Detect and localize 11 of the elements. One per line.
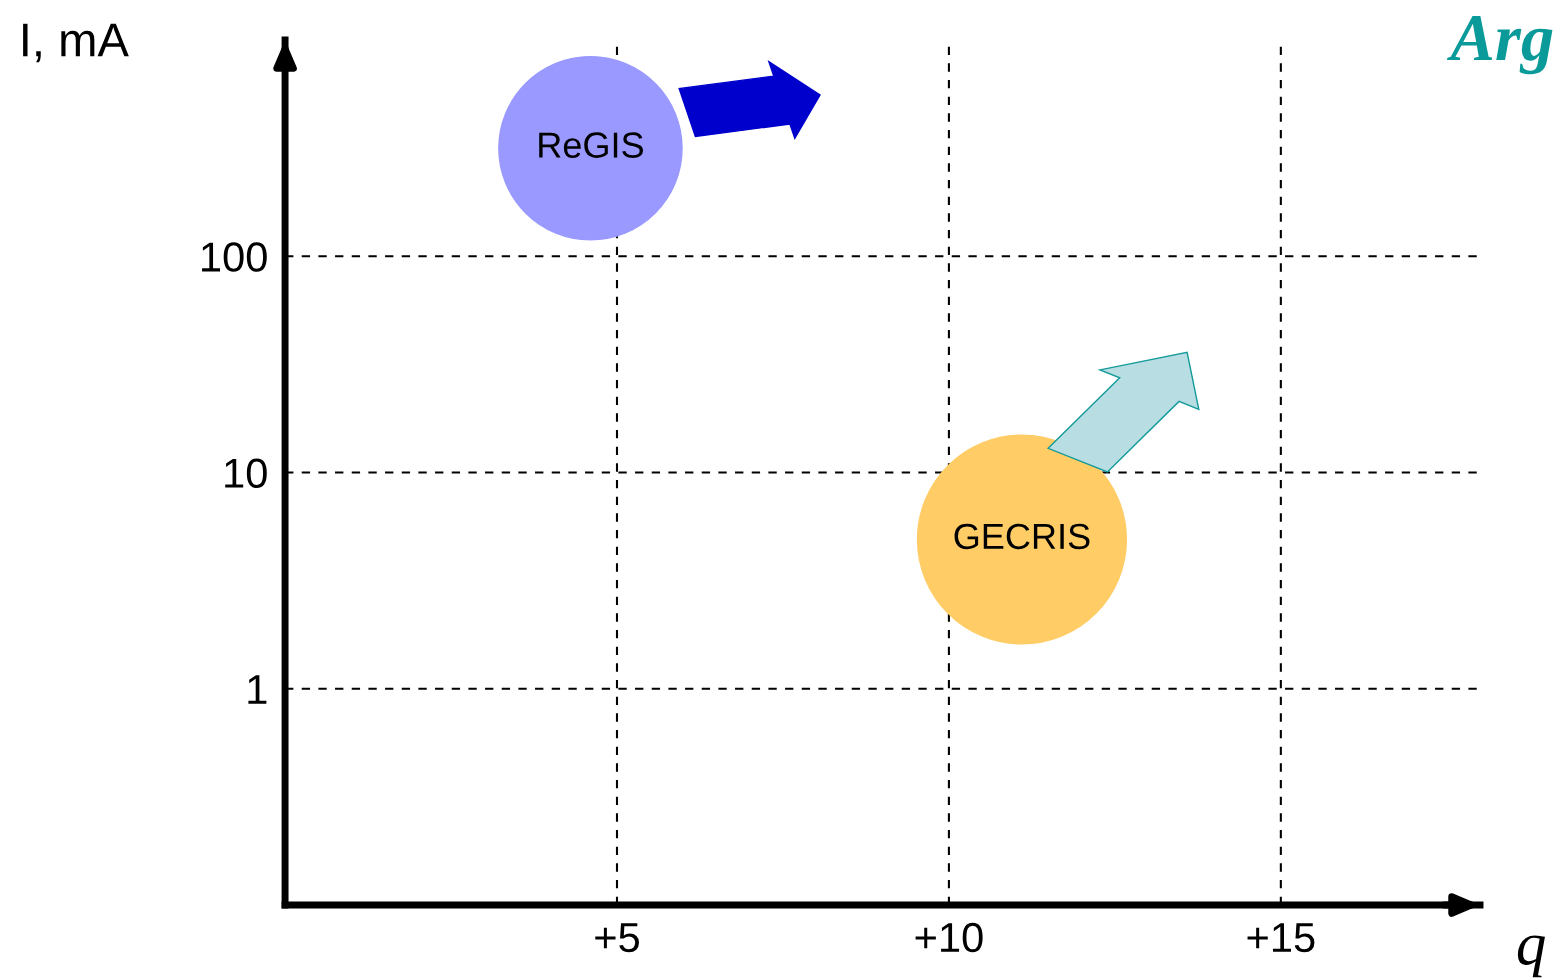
x-axis-title: q: [1517, 935, 1545, 978]
y-axis-title: I, mA: [23, 23, 129, 63]
x-tick-label: +10: [915, 922, 983, 953]
series-label: ReGIS: [539, 132, 643, 158]
y-tick-label: 10: [225, 458, 267, 489]
series-label: GECRIS: [954, 523, 1090, 550]
y-tick-label: 100: [202, 242, 267, 272]
x-tick-label: +15: [1247, 923, 1315, 953]
y-tick-label: 1: [248, 675, 267, 704]
chart-title: Arg: [1446, 16, 1553, 75]
x-tick-label: +5: [595, 923, 639, 953]
